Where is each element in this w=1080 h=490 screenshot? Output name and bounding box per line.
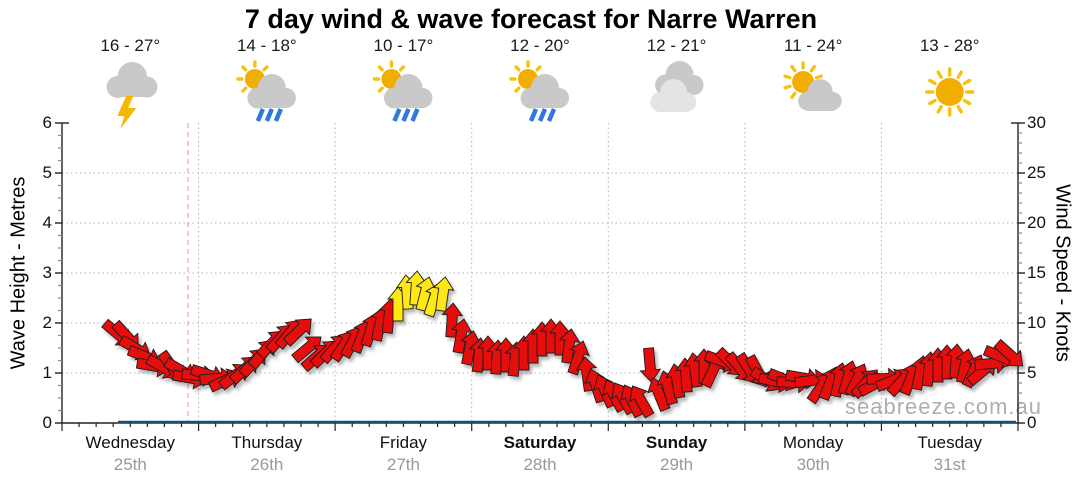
weather-icon-sun-rain — [372, 60, 433, 122]
weather-icon-sunny — [925, 67, 975, 117]
weather-icons — [106, 60, 975, 129]
wind-arrows — [101, 270, 1024, 419]
weather-icon-storm — [106, 61, 158, 129]
weather-icon-sun-rain — [509, 60, 569, 122]
day-boundary-gridlines — [198, 123, 882, 423]
weather-icon-sun-rain — [236, 60, 296, 122]
weather-icon-cloudy — [650, 61, 704, 112]
axis-ticks — [55, 122, 1025, 431]
seabreeze-watermark: seabreeze.com.au — [845, 394, 1042, 419]
weather-icon-sun-cloud — [783, 61, 842, 111]
